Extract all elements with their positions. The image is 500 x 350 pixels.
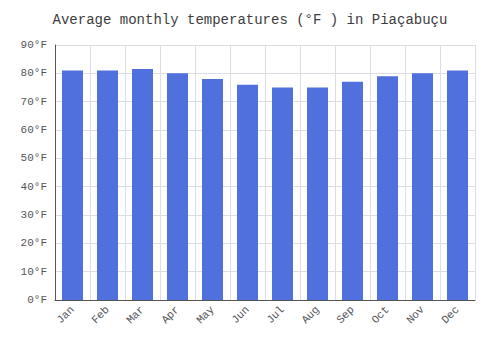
svg-text:Sep: Sep [334, 304, 356, 326]
svg-text:Average monthly temperatures (: Average monthly temperatures (°F ) in Pi… [53, 12, 448, 28]
svg-text:0°F: 0°F [27, 294, 47, 306]
svg-text:90°F: 90°F [21, 39, 47, 51]
svg-text:Feb: Feb [89, 304, 111, 326]
svg-text:20°F: 20°F [21, 237, 47, 249]
svg-text:Jun: Jun [229, 304, 251, 326]
svg-text:80°F: 80°F [21, 67, 47, 79]
svg-text:60°F: 60°F [21, 124, 47, 136]
svg-text:Nov: Nov [404, 303, 427, 326]
svg-text:30°F: 30°F [21, 209, 47, 221]
svg-text:Jul: Jul [264, 304, 286, 326]
svg-text:May: May [194, 303, 217, 326]
svg-text:Oct: Oct [369, 304, 391, 326]
svg-text:70°F: 70°F [21, 96, 47, 108]
svg-text:Aug: Aug [299, 304, 321, 326]
svg-text:Dec: Dec [439, 304, 461, 326]
svg-text:Apr: Apr [159, 304, 181, 326]
svg-text:50°F: 50°F [21, 152, 47, 164]
svg-text:10°F: 10°F [21, 266, 47, 278]
svg-text:Mar: Mar [124, 304, 146, 326]
svg-text:Jan: Jan [54, 304, 76, 326]
svg-text:40°F: 40°F [21, 181, 47, 193]
